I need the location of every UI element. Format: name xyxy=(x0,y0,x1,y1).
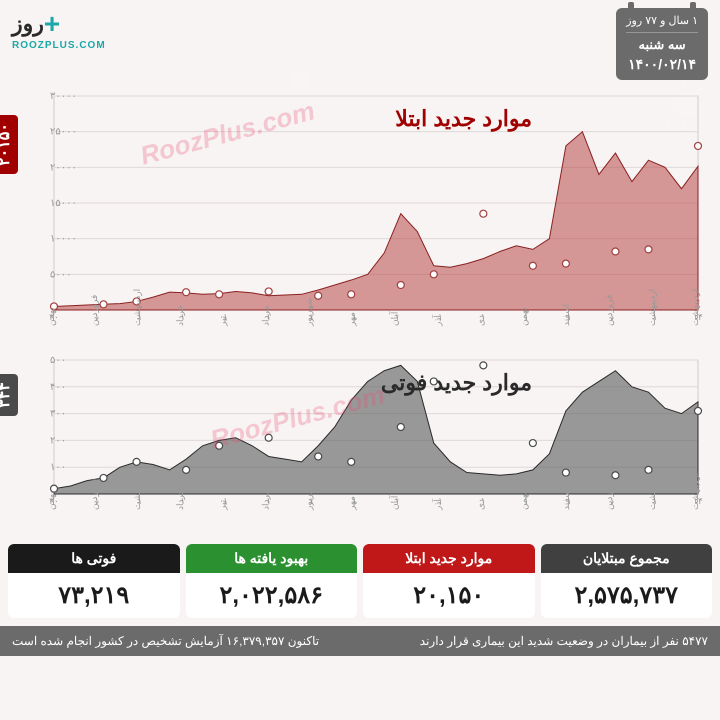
stat-label: موارد جدید ابتلا xyxy=(363,544,535,573)
svg-text:خرداد: خرداد xyxy=(175,489,186,510)
svg-text:اسفند: اسفند xyxy=(561,304,571,326)
svg-text:اردیبهشت: اردیبهشت xyxy=(690,289,701,326)
svg-text:دی: دی xyxy=(475,315,485,326)
stat-box: فوتی ها۷۳,۲۱۹ xyxy=(8,544,180,618)
stat-label: مجموع مبتلایان xyxy=(541,544,713,573)
svg-text:تیر: تیر xyxy=(218,315,229,327)
logo: روز+ ROOZPLUS.COM xyxy=(12,8,106,51)
stat-box: بهبود یافته ها۲,۰۲۲,۵۸۶ xyxy=(186,544,358,618)
date-duration: ۱ سال و ۷۷ روز xyxy=(626,14,698,33)
svg-text:تیر: تیر xyxy=(218,499,229,511)
svg-text:بهمن: بهمن xyxy=(46,491,57,510)
svg-text:۱۵۰۰۰: ۱۵۰۰۰ xyxy=(50,198,77,209)
footer-left: تاکنون ۱۶,۳۷۹,۳۵۷ آزمایش تشخیص در کشور ا… xyxy=(12,634,319,648)
svg-text:دی: دی xyxy=(475,499,485,510)
svg-text:اردیبهشت: اردیبهشت xyxy=(647,289,658,326)
svg-text:اردیبهشت: اردیبهشت xyxy=(647,473,658,510)
svg-text:مرداد: مرداد xyxy=(261,306,272,326)
stat-label: فوتی ها xyxy=(8,544,180,573)
svg-text:۲۵۰۰۰: ۲۵۰۰۰ xyxy=(50,127,77,138)
svg-text:شهریور: شهریور xyxy=(304,298,315,327)
svg-text:مهر: مهر xyxy=(347,496,358,511)
svg-text:بهمن: بهمن xyxy=(518,307,529,326)
svg-text:۲۰۰۰۰: ۲۰۰۰۰ xyxy=(50,163,77,174)
cases-chart-svg: ۵۰۰۰۱۰۰۰۰۱۵۰۰۰۲۰۰۰۰۲۵۰۰۰۳۰۰۰۰۳۰بهمن۱فرور… xyxy=(12,88,712,346)
svg-text:اردیبهشت: اردیبهشت xyxy=(132,289,143,326)
footer-right: ۵۴۷۷ نفر از بیماران در وضعیت شدید این بی… xyxy=(420,634,708,648)
header: ۱ سال و ۷۷ روز سه شنبه ۱۴۰۰/۰۲/۱۴ روز+ R… xyxy=(0,0,720,88)
footer: ۵۴۷۷ نفر از بیماران در وضعیت شدید این بی… xyxy=(0,626,720,656)
svg-text:شهریور: شهریور xyxy=(304,482,315,511)
svg-text:آبان: آبان xyxy=(388,495,399,510)
svg-text:خرداد: خرداد xyxy=(175,305,186,326)
svg-text:آذر: آذر xyxy=(431,499,443,511)
svg-text:مرداد: مرداد xyxy=(261,490,272,510)
date-full: ۱۴۰۰/۰۲/۱۴ xyxy=(626,55,698,75)
deaths-current-badge: ۳۴۴ xyxy=(0,374,18,416)
svg-text:بهمن: بهمن xyxy=(518,491,529,510)
svg-text:۱۰۰۰۰: ۱۰۰۰۰ xyxy=(50,234,77,245)
svg-text:فروردین: فروردین xyxy=(89,295,100,326)
cases-chart-title: موارد جدید ابتلا xyxy=(395,106,532,132)
deaths-chart-title: موارد جدید فوتی xyxy=(381,370,532,396)
svg-text:۳۰۰۰۰: ۳۰۰۰۰ xyxy=(50,91,77,102)
stat-value: ۲۰,۱۵۰ xyxy=(363,573,535,618)
deaths-chart-svg: ۱۰۰۲۰۰۳۰۰۴۰۰۵۰۰۳۰بهمن۱فروردین۱اردیبهشت۱خ… xyxy=(12,352,712,530)
date-badge: ۱ سال و ۷۷ روز سه شنبه ۱۴۰۰/۰۲/۱۴ xyxy=(616,8,708,80)
date-weekday: سه شنبه xyxy=(626,36,698,54)
svg-text:اسفند: اسفند xyxy=(561,488,571,510)
svg-text:اردیبهشت: اردیبهشت xyxy=(132,473,143,510)
svg-text:۱۰۰: ۱۰۰ xyxy=(50,462,66,473)
svg-text:بهمن: بهمن xyxy=(46,307,57,326)
svg-text:۵۰۰۰: ۵۰۰۰ xyxy=(50,270,71,281)
logo-text: روز+ xyxy=(12,8,106,40)
svg-text:۴۰۰: ۴۰۰ xyxy=(50,382,66,393)
stat-value: ۲,۰۲۲,۵۸۶ xyxy=(186,573,358,618)
cases-chart: موارد جدید ابتلا ۲۰۱۵۰ RoozPlus.com ۵۰۰۰… xyxy=(8,88,712,346)
stat-label: بهبود یافته ها xyxy=(186,544,358,573)
svg-text:مهر: مهر xyxy=(347,312,358,327)
stats-row: مجموع مبتلایان۲,۵۷۵,۷۳۷موارد جدید ابتلا۲… xyxy=(0,536,720,626)
svg-text:فروردین: فروردین xyxy=(604,295,615,326)
stat-value: ۷۳,۲۱۹ xyxy=(8,573,180,618)
stat-box: موارد جدید ابتلا۲۰,۱۵۰ xyxy=(363,544,535,618)
svg-text:فروردین: فروردین xyxy=(89,479,100,510)
deaths-chart: موارد جدید فوتی ۳۴۴ RoozPlus.com ۱۰۰۲۰۰۳… xyxy=(8,352,712,530)
svg-text:۲۰۰: ۲۰۰ xyxy=(50,436,66,447)
svg-text:۳۰۰: ۳۰۰ xyxy=(50,409,66,420)
svg-text:آبان: آبان xyxy=(388,311,399,326)
svg-text:اردیبهشت: اردیبهشت xyxy=(690,473,701,510)
svg-text:۵۰۰: ۵۰۰ xyxy=(50,355,66,366)
stat-value: ۲,۵۷۵,۷۳۷ xyxy=(541,573,713,618)
svg-text:فروردین: فروردین xyxy=(604,479,615,510)
logo-url: ROOZPLUS.COM xyxy=(12,40,106,51)
stat-box: مجموع مبتلایان۲,۵۷۵,۷۳۷ xyxy=(541,544,713,618)
svg-text:آذر: آذر xyxy=(431,315,443,327)
cases-current-badge: ۲۰۱۵۰ xyxy=(0,115,18,174)
